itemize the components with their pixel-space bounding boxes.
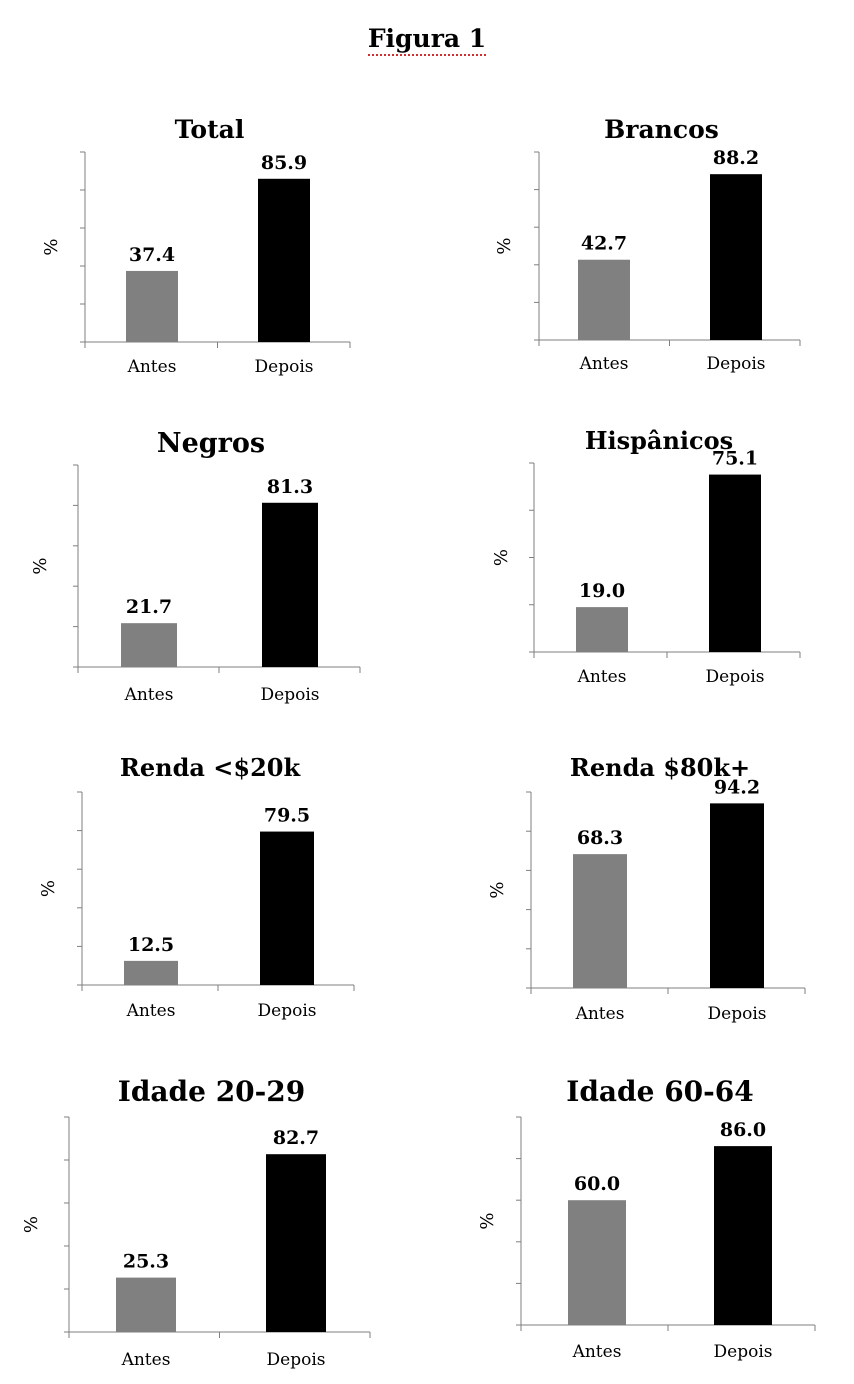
x-tick-label: Depois (261, 685, 320, 705)
x-tick-label: Depois (267, 1350, 326, 1370)
bar-depois (262, 502, 318, 667)
data-label: 42.7 (581, 233, 627, 255)
y-axis-label: % (21, 1216, 42, 1233)
chart-panel-4: Hispânicos% 19.0 Antes 75.1 Depois (491, 426, 801, 687)
chart-panel-3: Negros% 21.7 Antes 81.3 Depois (30, 428, 361, 705)
x-tick-label: Depois (707, 354, 766, 374)
chart-panel-8: Idade 60-64% 60.0 Antes 86.0 Depois (477, 1075, 816, 1362)
bar-depois (714, 1146, 772, 1325)
data-label: 37.4 (129, 244, 175, 266)
y-axis-label: % (491, 549, 512, 566)
data-label: 85.9 (261, 152, 307, 174)
data-label: 19.0 (579, 580, 625, 602)
bar-depois (710, 174, 762, 340)
y-axis-label: % (487, 881, 508, 898)
x-tick-label: Antes (121, 1350, 171, 1370)
x-tick-label: Antes (126, 1001, 176, 1021)
bar-depois (709, 474, 761, 652)
data-label: 60.0 (574, 1173, 620, 1195)
chart-title: Negros (157, 428, 265, 459)
chart-panel-7: Idade 20-29% 25.3 Antes 82.7 Depois (21, 1075, 371, 1370)
bar-antes (124, 960, 178, 985)
y-axis-label: % (494, 237, 515, 254)
y-axis-label: % (477, 1212, 498, 1229)
chart-panel-6: Renda $80k+% 68.3 Antes 94.2 Depois (487, 753, 806, 1024)
chart-panel-2: Brancos% 42.7 Antes 88.2 Depois (494, 115, 801, 374)
data-label: 75.1 (712, 448, 758, 470)
x-tick-label: Depois (258, 1001, 317, 1021)
bar-antes (578, 259, 630, 340)
bar-antes (576, 607, 628, 652)
x-tick-label: Antes (577, 667, 627, 687)
bar-antes (121, 623, 177, 667)
data-label: 68.3 (577, 827, 623, 849)
data-label: 25.3 (123, 1251, 169, 1273)
chart-title: Idade 20-29 (118, 1075, 306, 1108)
x-tick-label: Depois (714, 1342, 773, 1362)
y-axis-label: % (41, 238, 62, 255)
x-tick-label: Depois (706, 667, 765, 687)
data-label: 86.0 (720, 1119, 766, 1141)
chart-title: Renda <$20k (120, 753, 302, 782)
x-tick-label: Antes (575, 1004, 625, 1024)
bar-antes (126, 270, 178, 342)
bar-depois (266, 1154, 326, 1332)
x-tick-label: Antes (127, 357, 177, 377)
data-label: 12.5 (128, 934, 174, 956)
bar-depois (260, 831, 314, 985)
x-tick-label: Antes (572, 1342, 622, 1362)
chart-panel-1: Total% 37.4 Antes 85.9 Depois (41, 115, 351, 377)
chart-title: Idade 60-64 (566, 1075, 754, 1108)
bar-depois (710, 803, 764, 988)
x-tick-label: Depois (255, 357, 314, 377)
bar-antes (568, 1200, 626, 1325)
y-axis-label: % (38, 880, 59, 897)
bar-antes (116, 1277, 176, 1332)
data-label: 82.7 (273, 1127, 319, 1149)
chart-title: Total (175, 115, 245, 144)
bar-antes (573, 854, 627, 988)
x-tick-label: Antes (124, 685, 174, 705)
x-tick-label: Depois (708, 1004, 767, 1024)
data-label: 79.5 (264, 805, 310, 827)
x-tick-label: Antes (579, 354, 629, 374)
figure-title: Figura 1 (0, 24, 854, 56)
chart-title: Brancos (604, 115, 719, 144)
figure-title-text: Figura 1 (367, 24, 487, 56)
chart-title: Renda $80k+ (570, 753, 750, 782)
data-label: 21.7 (126, 596, 172, 618)
chart-title: Hispânicos (585, 426, 733, 455)
chart-panel-5: Renda <$20k% 12.5 Antes 79.5 Depois (38, 753, 355, 1021)
data-label: 81.3 (267, 476, 313, 498)
data-label: 88.2 (713, 147, 759, 169)
y-axis-label: % (30, 557, 51, 574)
data-label: 94.2 (714, 776, 760, 798)
bar-depois (258, 178, 310, 342)
